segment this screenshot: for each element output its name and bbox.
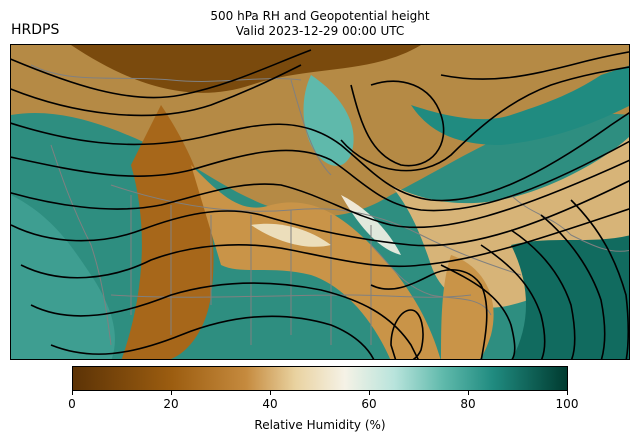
colorbar-tick-label: 80 — [460, 397, 476, 411]
colorbar-tick — [270, 391, 271, 395]
colorbar-tick-label: 40 — [262, 397, 278, 411]
colorbar-tick-label: 0 — [68, 397, 76, 411]
colorbar-tick — [369, 391, 370, 395]
colorbar-tick-label: 60 — [361, 397, 377, 411]
height-contours — [11, 49, 629, 359]
colorbar-tick — [72, 391, 73, 395]
rh-field — [11, 45, 629, 359]
colorbar-tick — [567, 391, 568, 395]
colorbar-label: Relative Humidity (%) — [254, 418, 386, 432]
rh-height-map — [11, 45, 629, 359]
colorbar-tick-label: 100 — [555, 397, 579, 411]
political-borders — [30, 64, 629, 346]
colorbar-tick — [468, 391, 469, 395]
colorbar — [72, 366, 568, 391]
chart-title-line2: Valid 2023-12-29 00:00 UTC — [235, 24, 405, 38]
chart-title-line1: 500 hPa RH and Geopotential height — [210, 9, 430, 23]
colorbar-tick — [171, 391, 172, 395]
colorbar-tick-label: 20 — [163, 397, 179, 411]
map-panel — [10, 44, 630, 360]
model-label: HRDPS — [11, 22, 60, 38]
